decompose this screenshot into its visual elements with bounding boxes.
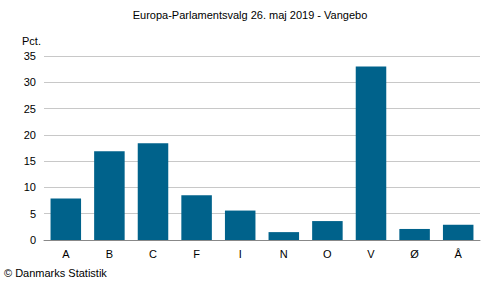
svg-text:Å: Å xyxy=(455,248,463,260)
svg-text:I: I xyxy=(239,248,242,260)
svg-text:A: A xyxy=(62,248,70,260)
svg-text:O: O xyxy=(323,248,332,260)
svg-text:F: F xyxy=(193,248,200,260)
svg-text:N: N xyxy=(280,248,288,260)
svg-text:0: 0 xyxy=(30,234,36,246)
svg-text:25: 25 xyxy=(24,103,36,115)
svg-text:Pct.: Pct. xyxy=(22,35,41,47)
svg-text:Europa-Parlamentsvalg 26. maj: Europa-Parlamentsvalg 26. maj 2019 - Van… xyxy=(133,9,368,21)
svg-text:10: 10 xyxy=(24,181,36,193)
svg-text:V: V xyxy=(367,248,375,260)
svg-text:© Danmarks Statistik: © Danmarks Statistik xyxy=(4,267,107,279)
svg-text:C: C xyxy=(149,248,157,260)
svg-text:B: B xyxy=(106,248,113,260)
svg-text:35: 35 xyxy=(24,50,36,62)
svg-text:30: 30 xyxy=(24,76,36,88)
svg-text:20: 20 xyxy=(24,129,36,141)
svg-text:5: 5 xyxy=(30,208,36,220)
svg-text:15: 15 xyxy=(24,155,36,167)
svg-text:Ø: Ø xyxy=(410,248,419,260)
